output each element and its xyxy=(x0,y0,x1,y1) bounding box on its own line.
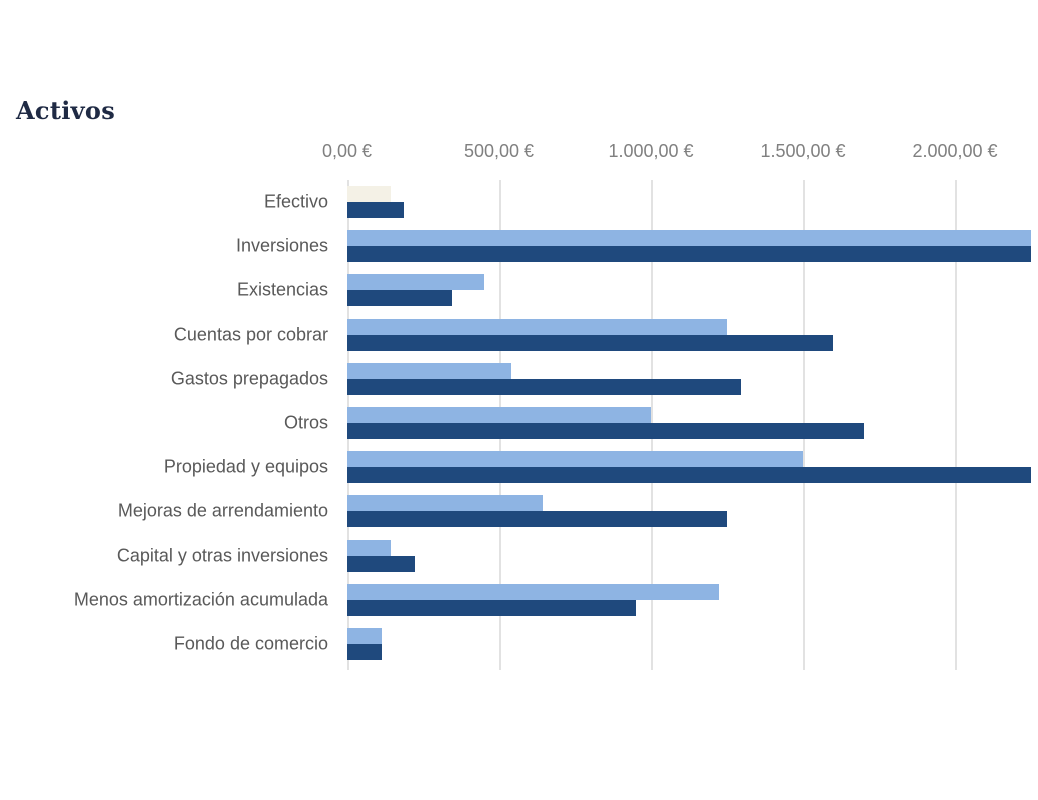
category-label: Cuentas por cobrar xyxy=(173,324,328,345)
category-label: Efectivo xyxy=(263,191,328,212)
x-tick-label: 1.500,00 € xyxy=(760,141,846,161)
category-label: Fondo de comercio xyxy=(173,633,328,654)
bar-series-1 xyxy=(347,318,727,335)
bar-series-2 xyxy=(347,644,382,660)
plot-area xyxy=(347,180,1032,670)
bar-series-2 xyxy=(347,378,741,395)
bar-series-2 xyxy=(347,202,404,218)
bar-series-1 xyxy=(347,583,719,600)
category-label: Otros xyxy=(283,412,328,433)
category-label: Propiedad y equipos xyxy=(163,456,328,477)
category-label: Mejoras de arrendamiento xyxy=(117,500,328,521)
x-tick-label: 0,00 € xyxy=(321,141,373,161)
gridline xyxy=(955,180,957,670)
category-label: Menos amortización acumulada xyxy=(73,589,328,610)
bar-series-2 xyxy=(347,290,452,307)
bar-series-1 xyxy=(347,274,484,291)
bar-series-1 xyxy=(347,230,1031,247)
bar-series-1 xyxy=(347,495,543,512)
chart-title: Activos xyxy=(16,96,116,125)
bar-series-2 xyxy=(347,246,1031,263)
bar-series-2 xyxy=(347,599,636,616)
x-tick-label: 1.000,00 € xyxy=(608,141,694,161)
bar-series-1 xyxy=(347,451,803,468)
bar-series-2 xyxy=(347,511,727,528)
category-label: Inversiones xyxy=(235,235,328,256)
category-label: Existencias xyxy=(236,279,328,300)
bar-series-1 xyxy=(347,186,391,202)
bar-series-1 xyxy=(347,362,511,379)
x-tick-label: 500,00 € xyxy=(463,141,535,161)
bar-series-2 xyxy=(347,555,415,572)
x-tick-label: 2.000,00 € xyxy=(912,141,998,161)
bar-series-2 xyxy=(347,467,1031,484)
bar-series-2 xyxy=(347,423,864,439)
bar-series-2 xyxy=(347,334,833,351)
bar-series-1 xyxy=(347,628,382,644)
bar-series-1 xyxy=(347,539,391,556)
bar-series-1 xyxy=(347,407,651,423)
category-label: Gastos prepagados xyxy=(170,368,328,389)
category-label: Capital y otras inversiones xyxy=(116,545,328,566)
